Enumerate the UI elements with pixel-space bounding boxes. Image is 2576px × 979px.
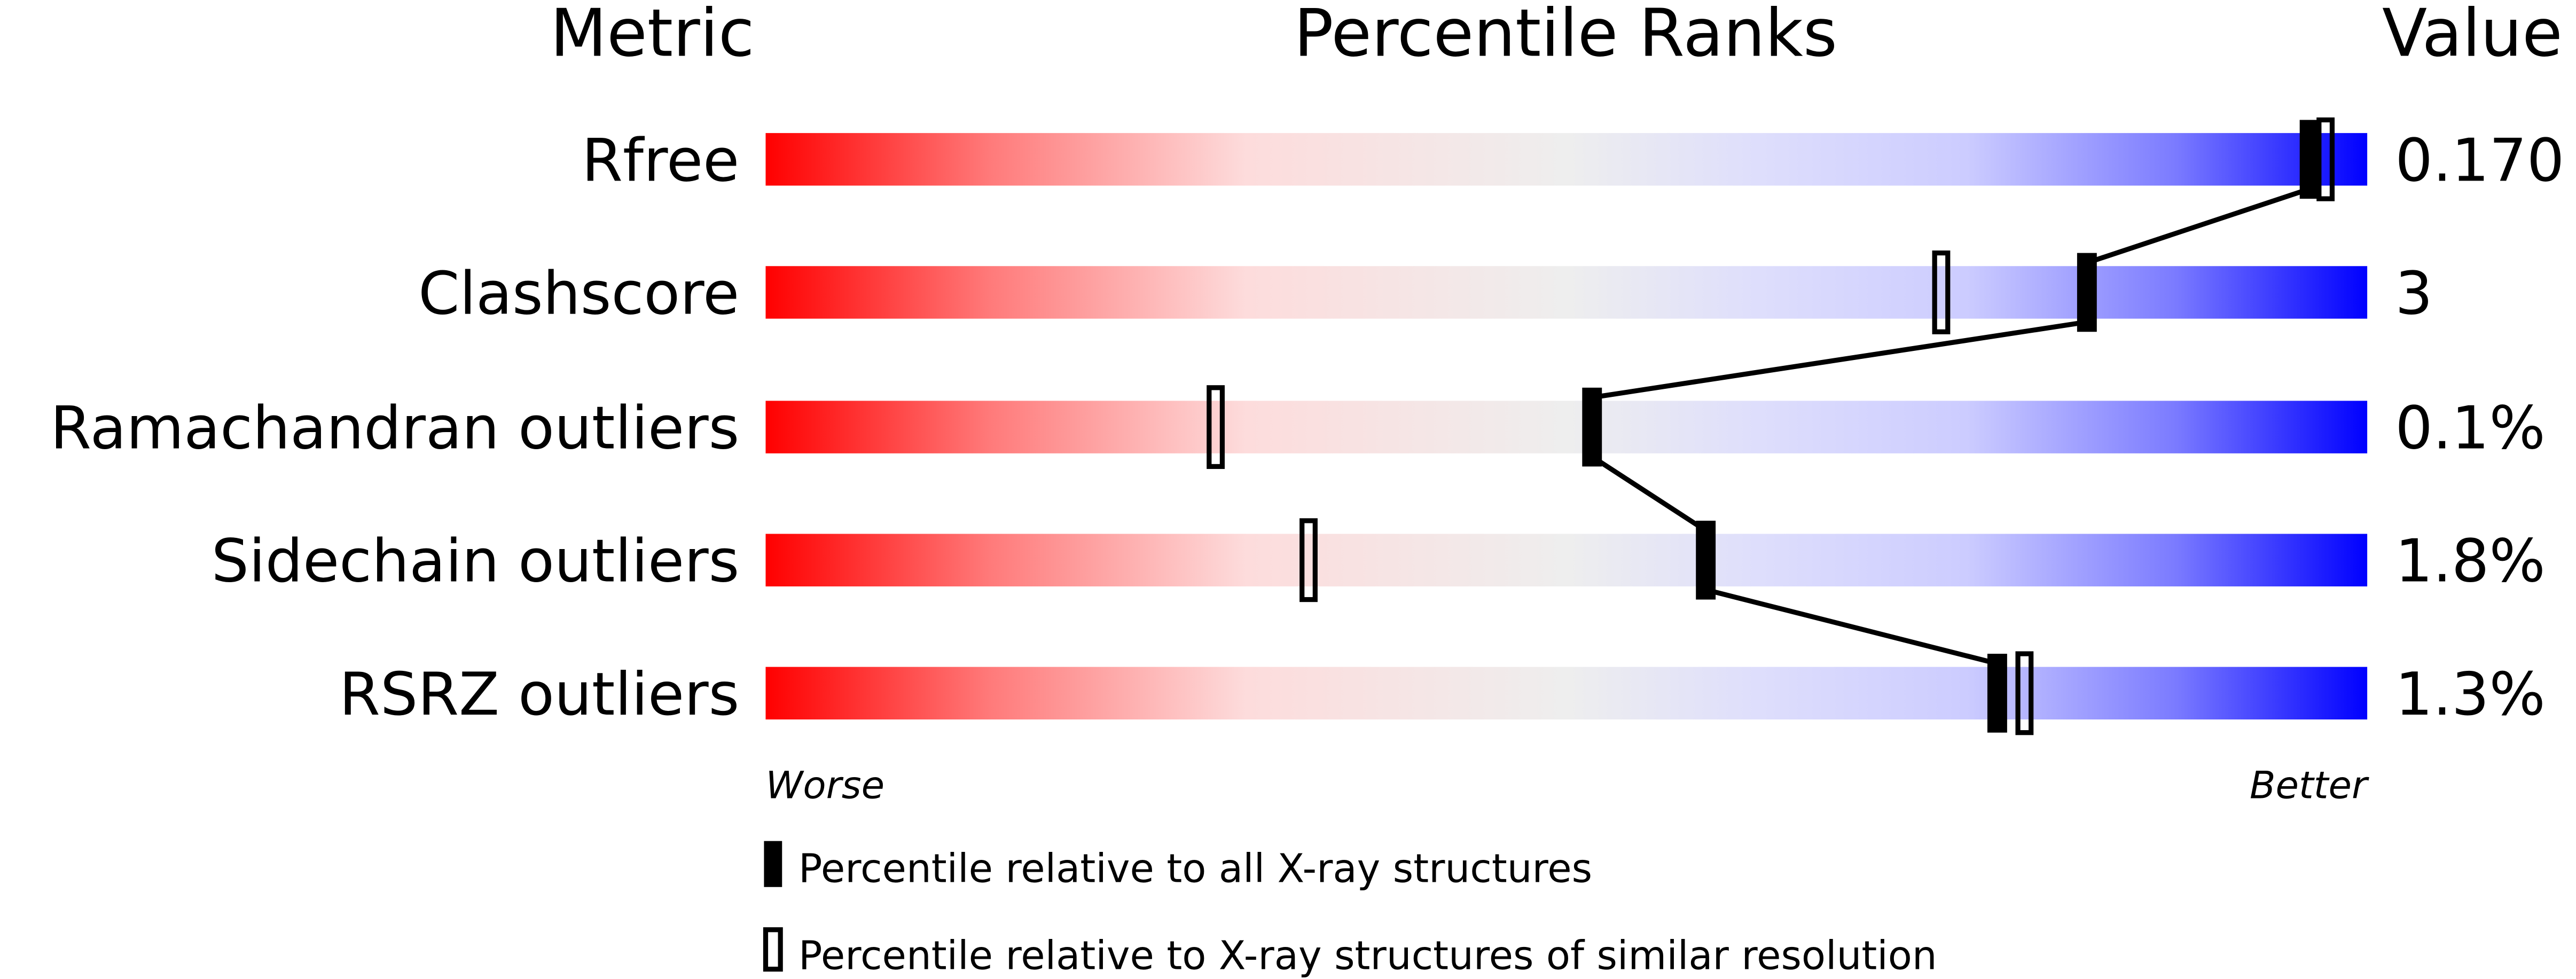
all-structures-percentile-marker (1987, 654, 2007, 733)
similar-resolution-percentile-marker (1932, 250, 1951, 334)
metric-label: Ramachandran outliers (50, 394, 739, 463)
metric-label: Rfree (582, 126, 739, 195)
all-structures-percentile-marker (1696, 520, 1716, 600)
header-value: Value (2382, 0, 2563, 72)
header-metric: Metric (550, 0, 754, 72)
percentile-bar (765, 534, 2368, 586)
all-structures-percentile-marker (2299, 120, 2320, 199)
header-percentile-ranks: Percentile Ranks (1294, 0, 1837, 72)
metric-value: 1.3% (2395, 660, 2545, 729)
legend-similar-resolution: Percentile relative to X-ray structures … (798, 933, 1937, 979)
metric-value: 3 (2395, 259, 2432, 328)
all-structures-percentile-marker (1582, 387, 1602, 467)
legend-open-marker-icon (763, 927, 783, 972)
percentile-bar (765, 133, 2368, 186)
metric-value: 0.1% (2395, 394, 2545, 463)
legend-filled-marker-icon (764, 841, 782, 887)
metric-label: RSRZ outliers (339, 660, 739, 729)
axis-better-label: Better (2250, 763, 2369, 808)
percentile-bar (765, 266, 2368, 319)
metric-value: 1.8% (2395, 527, 2545, 596)
metric-label: Clashscore (418, 259, 739, 328)
axis-worse-label: Worse (765, 763, 884, 808)
legend-all-structures: Percentile relative to all X-ray structu… (798, 846, 1592, 892)
percentile-bar (765, 667, 2368, 720)
all-structures-percentile-marker (2077, 253, 2097, 332)
metric-label: Sidechain outliers (212, 527, 740, 596)
percentile-bar (765, 401, 2368, 453)
similar-resolution-percentile-marker (1207, 385, 1225, 469)
similar-resolution-percentile-marker (1299, 518, 1318, 602)
similar-resolution-percentile-marker (2015, 651, 2034, 735)
metric-value: 0.170 (2395, 126, 2564, 195)
